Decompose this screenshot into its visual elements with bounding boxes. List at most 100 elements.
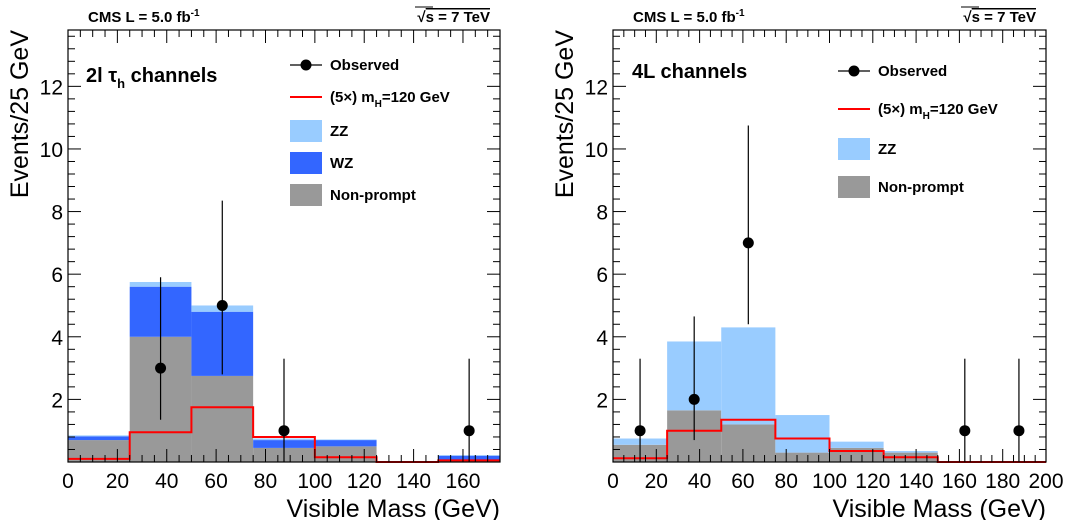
channel-label: 4L channels (632, 61, 747, 83)
legend-label: Non-prompt (330, 187, 416, 204)
y-axis-title: Events/25 GeV (551, 30, 579, 198)
observed-point (688, 393, 700, 405)
observed-point (959, 425, 971, 437)
observed-point (155, 362, 167, 374)
x-tick-label: 100 (812, 470, 847, 493)
x-tick-label: 40 (155, 470, 178, 493)
legend-signal-text: (5×) m (330, 89, 375, 106)
header-lumi-text: CMS L = 5.0 fb (633, 9, 736, 26)
legend-label: Non-prompt (878, 179, 964, 196)
chart-panel-1: 0 20 40 60 80 100 120 140 160 2 4 6 8 10 12 Visible Mas… (6, 6, 501, 520)
histogram-bar (68, 436, 130, 441)
header-energy-root: √ (417, 9, 426, 26)
header-lumi-text: CMS L = 5.0 fb (88, 9, 191, 26)
histogram-bar (314, 446, 377, 462)
header-energy-text: s = 7 TeV (972, 9, 1036, 26)
y-tick-label: 12 (40, 76, 63, 99)
chart-panel-2: 0 20 40 60 80 100 120 140 160 180 200 2 4 6 8 10 12 Visib… (551, 6, 1064, 520)
legend-signal-sub: H (923, 111, 930, 122)
y-tick-label: 4 (51, 327, 63, 350)
header-lumi-sup: -1 (736, 8, 745, 19)
legend-signal-suffix: =120 GeV (930, 101, 998, 118)
legend-signal-label: (5×) mH=120 GeV (878, 101, 998, 122)
header-energy-text: s = 7 TeV (426, 9, 490, 26)
y-tick-label: 8 (596, 202, 608, 225)
x-tick-label: 20 (106, 470, 129, 493)
x-tick-label: 160 (942, 470, 977, 493)
legend-signal-label: (5×) mH=120 GeV (330, 89, 450, 110)
y-tick-label: 10 (585, 139, 608, 162)
header-lumi-sup: -1 (191, 8, 200, 19)
x-tick-label: 180 (985, 470, 1020, 493)
histogram-bar (314, 440, 377, 447)
x-tick-label: 80 (775, 470, 798, 493)
x-tick-label: 0 (62, 470, 74, 493)
x-tick-label: 80 (254, 470, 277, 493)
legend-label: ZZ (330, 123, 348, 140)
x-tick-label: 100 (297, 470, 332, 493)
x-tick-label: 160 (445, 470, 480, 493)
y-tick-label: 4 (596, 327, 608, 350)
y-tick-label: 6 (596, 264, 608, 287)
x-tick-label: 20 (645, 470, 668, 493)
legend-observed-label: Observed (878, 63, 947, 80)
histogram-bar (775, 415, 830, 453)
legend-swatch (290, 152, 322, 174)
histogram-bar (68, 440, 130, 462)
legend-swatch (290, 184, 322, 206)
legend: Observed (5×) mH=120 GeV ZZ Non-prompt (838, 63, 998, 198)
histogram-bar (883, 451, 938, 453)
header-energy: √s = 7 TeV (417, 9, 490, 26)
histogram-bar (721, 424, 776, 462)
y-tick-label: 2 (596, 389, 608, 412)
observed-point (216, 299, 228, 311)
legend-swatch (838, 176, 870, 198)
x-tick-label: 60 (204, 470, 227, 493)
x-tick-label: 120 (855, 470, 890, 493)
y-tick-label: 2 (51, 389, 63, 412)
observed-series (155, 200, 475, 462)
observed-point (463, 425, 475, 437)
x-axis-title: Visible Mass (GeV) (287, 495, 501, 520)
legend-signal-text: (5×) m (878, 101, 923, 118)
legend-label: WZ (330, 155, 353, 172)
channel-label-sub: h (117, 76, 125, 91)
histogram-bar (829, 447, 884, 462)
observed-point (742, 237, 754, 249)
histogram-bar (829, 441, 884, 448)
x-tick-label: 140 (899, 470, 934, 493)
x-tick-label: 120 (347, 470, 382, 493)
legend-observed-label: Observed (330, 57, 399, 74)
y-tick-label: 6 (51, 264, 63, 287)
observed-point (1013, 425, 1025, 437)
legend-signal-sub: H (375, 99, 382, 110)
plot-frame (67, 29, 501, 463)
x-axis-title: Visible Mass (GeV) (833, 495, 1047, 520)
header-energy-root: √ (963, 9, 972, 26)
channel-label-text: 2l τ (86, 65, 117, 87)
legend-swatch (290, 120, 322, 142)
channel-label-suffix: channels (125, 65, 217, 87)
legend: Observed (5×) mH=120 GeV ZZ WZ Non-prompt (290, 57, 450, 206)
histogram-bar (721, 327, 776, 425)
legend-observed-marker (848, 65, 860, 77)
histogram-bar (775, 452, 830, 462)
legend-label: ZZ (878, 141, 896, 158)
y-tick-label: 8 (51, 202, 63, 225)
x-tick-label: 40 (688, 470, 711, 493)
header-lumi: CMS L = 5.0 fb-1 (633, 8, 745, 26)
y-tick-label: 12 (585, 76, 608, 99)
y-axis-title: Events/25 GeV (6, 30, 34, 198)
observed-point (634, 425, 646, 437)
legend-signal-suffix: =120 GeV (382, 89, 450, 106)
histogram-bar (314, 439, 377, 441)
channel-label-text: 4L channels (632, 61, 747, 83)
histogram-bar (191, 375, 254, 462)
x-tick-label: 0 (607, 470, 619, 493)
x-tick-label: 140 (396, 470, 431, 493)
observed-series (634, 125, 1025, 462)
header-energy: √s = 7 TeV (963, 9, 1036, 26)
legend-swatch (838, 138, 870, 160)
legend-observed-marker (300, 59, 312, 71)
